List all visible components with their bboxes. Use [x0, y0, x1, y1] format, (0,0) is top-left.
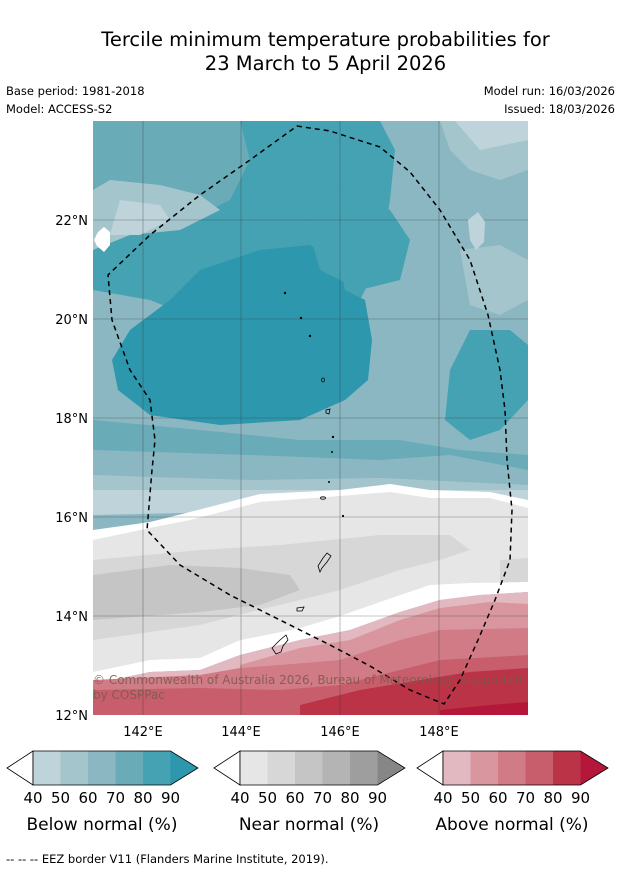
islands	[271, 291, 345, 655]
lon-tick: 142°E	[123, 725, 163, 740]
colorbar-swatch	[295, 751, 323, 785]
colorbar-swatch	[143, 751, 171, 785]
lat-tick: 12°N	[55, 709, 88, 724]
colorbar-swatch	[580, 751, 608, 785]
colorbar-swatch	[443, 751, 471, 785]
lon-tick: 148°E	[419, 725, 459, 740]
colorbar-swatch	[525, 751, 553, 785]
lon-tick: 144°E	[221, 725, 261, 740]
colorbar-swatch	[115, 751, 143, 785]
lat-tick: 22°N	[55, 214, 88, 229]
colorbar-tick: 40	[230, 789, 249, 807]
colorbar-swatch	[498, 751, 526, 785]
colorbar-tick: 40	[433, 789, 452, 807]
model-name: Model: ACCESS-S2	[6, 102, 113, 116]
lat-tick: 14°N	[55, 610, 88, 625]
light-patch	[468, 212, 485, 250]
colorbar-swatch	[470, 751, 498, 785]
colorbar-tick: 80	[340, 789, 359, 807]
colorbar-swatch	[350, 751, 378, 785]
colorbar-near: 40 50 60 70 80 90 Near normal (%)	[213, 750, 406, 835]
issued-date: Issued: 18/03/2026	[504, 102, 615, 116]
title-line-1: Tercile minimum temperature probabilitie…	[101, 28, 550, 51]
colorbar-tick: 70	[313, 789, 332, 807]
colorbar-tick: 60	[78, 789, 97, 807]
colorbar-swatch	[170, 751, 198, 785]
colorbar-tick: 60	[488, 789, 507, 807]
lon-tick: 146°E	[320, 725, 360, 740]
colorbar-below: 40 50 60 70 80 90 Below normal (%)	[6, 750, 199, 835]
colorbar-tick: 60	[285, 789, 304, 807]
colorbar-swatch	[322, 751, 350, 785]
lat-tick: 18°N	[55, 412, 88, 427]
colorbar-tick: 90	[368, 789, 387, 807]
credit-line-2: by COSPPac	[93, 688, 165, 702]
colorbar-swatch	[553, 751, 581, 785]
colorbar-tick: 70	[106, 789, 125, 807]
colorbar-swatch	[377, 751, 405, 785]
colorbar-tick: 80	[543, 789, 562, 807]
colorbar-label: Below normal (%)	[27, 815, 178, 835]
lat-axis: 22°N 20°N 18°N 16°N 14°N 12°N	[55, 214, 88, 724]
colorbar-tick: 90	[571, 789, 590, 807]
title-line-2: 23 March to 5 April 2026	[204, 52, 447, 75]
lat-tick: 16°N	[55, 511, 88, 526]
colorbar-swatch	[267, 751, 295, 785]
lat-tick: 20°N	[55, 313, 88, 328]
colorbar-tick: 80	[133, 789, 152, 807]
colorbar-swatch	[60, 751, 88, 785]
colorbar-tick: 90	[161, 789, 180, 807]
colorbar-swatch	[88, 751, 116, 785]
colorbar-tick: 50	[258, 789, 277, 807]
eez-border	[107, 125, 513, 705]
colorbar-tick: 40	[23, 789, 42, 807]
map-title: Tercile minimum temperature probabilitie…	[0, 28, 621, 76]
colorbar-label: Above normal (%)	[435, 815, 588, 835]
colorbar-swatch	[33, 751, 61, 785]
colorbar-tick: 50	[461, 789, 480, 807]
graticule	[93, 121, 528, 715]
eez-footnote: -- -- -- EEZ border V11 (Flanders Marine…	[6, 852, 329, 866]
colorbar-tick: 50	[51, 789, 70, 807]
model-run: Model run: 16/03/2026	[483, 84, 615, 98]
meta-left: Base period: 1981-2018 Model: ACCESS-S2	[6, 82, 145, 118]
meta-right: Model run: 16/03/2026 Issued: 18/03/2026	[484, 82, 615, 118]
white-patch	[94, 227, 110, 252]
colorbar-tick: 70	[516, 789, 535, 807]
colorbar-swatch	[240, 751, 268, 785]
base-period: Base period: 1981-2018	[6, 84, 145, 98]
lon-axis: 142°E 144°E 146°E 148°E	[123, 725, 459, 740]
colorbar-label: Near normal (%)	[239, 815, 379, 835]
colorbar-above: 40 50 60 70 80 90 Above normal (%)	[416, 750, 609, 835]
credit-line-1: © Commonwealth of Australia 2026, Bureau…	[93, 673, 523, 687]
